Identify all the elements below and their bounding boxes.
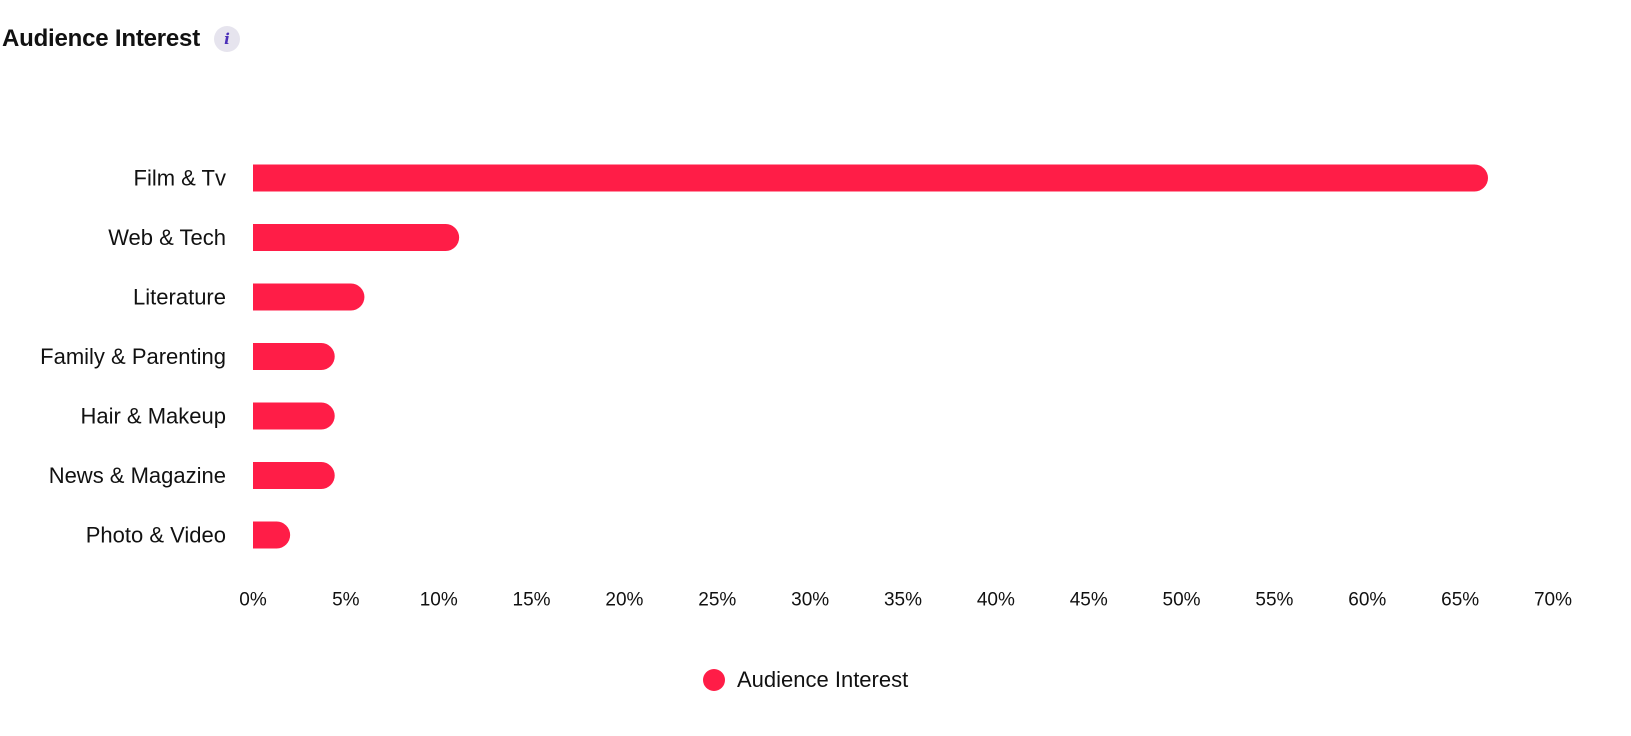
chart-title: Audience Interest (2, 25, 200, 52)
x-tick-label: 65% (1441, 590, 1479, 611)
x-tick-label: 35% (884, 590, 922, 611)
bar[interactable] (253, 462, 335, 489)
x-tick-label: 30% (791, 590, 829, 611)
category-label: Literature (133, 285, 226, 310)
bar[interactable] (253, 283, 365, 311)
bar[interactable] (253, 164, 1488, 192)
bar[interactable] (253, 343, 335, 370)
category-label: Film & Tv (134, 166, 226, 191)
category-label: News & Magazine (49, 463, 226, 488)
category-label: Web & Tech (108, 225, 226, 250)
chart-header: Audience Interest i (2, 22, 240, 56)
x-tick-label: 45% (1070, 590, 1108, 611)
legend-marker (703, 669, 725, 691)
bar[interactable] (253, 521, 291, 549)
x-tick-label: 50% (1163, 590, 1201, 611)
bar[interactable] (253, 224, 460, 251)
x-tick-label: 0% (239, 590, 267, 611)
bar[interactable] (253, 402, 335, 430)
category-label: Hair & Makeup (80, 404, 226, 429)
legend-label: Audience Interest (737, 667, 909, 692)
x-tick-label: 70% (1534, 590, 1572, 611)
x-tick-label: 55% (1255, 590, 1293, 611)
chart-legend[interactable]: Audience Interest (703, 667, 908, 693)
x-tick-label: 5% (332, 590, 360, 611)
x-tick-label: 25% (698, 590, 736, 611)
x-tick-label: 15% (513, 590, 551, 611)
info-icon[interactable]: i (214, 26, 240, 52)
category-label: Family & Parenting (40, 344, 226, 369)
x-tick-label: 60% (1348, 590, 1386, 611)
category-label: Photo & Video (86, 523, 226, 548)
x-tick-label: 10% (420, 590, 458, 611)
x-tick-label: 40% (977, 590, 1015, 611)
x-tick-label: 20% (605, 590, 643, 611)
